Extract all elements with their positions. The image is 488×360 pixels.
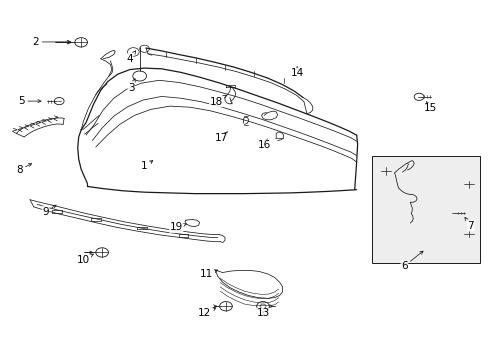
Text: 5: 5 [18, 96, 41, 106]
Text: 7: 7 [464, 217, 473, 231]
Text: 3: 3 [128, 79, 135, 93]
Text: 14: 14 [290, 67, 303, 78]
Text: 15: 15 [423, 102, 436, 113]
Text: 13: 13 [256, 309, 269, 318]
Text: 10: 10 [77, 254, 93, 265]
Text: 2: 2 [32, 37, 70, 47]
Text: 11: 11 [200, 269, 217, 279]
Text: 17: 17 [214, 132, 227, 143]
Text: 9: 9 [42, 205, 56, 217]
Text: 4: 4 [126, 51, 136, 64]
Text: 8: 8 [16, 164, 32, 175]
Text: 1: 1 [141, 161, 152, 171]
Text: 18: 18 [209, 95, 226, 107]
Text: 6: 6 [400, 251, 422, 271]
Text: 12: 12 [198, 308, 215, 318]
Bar [371, 156, 479, 263]
Text: 16: 16 [257, 139, 270, 150]
Text: 19: 19 [169, 222, 186, 232]
